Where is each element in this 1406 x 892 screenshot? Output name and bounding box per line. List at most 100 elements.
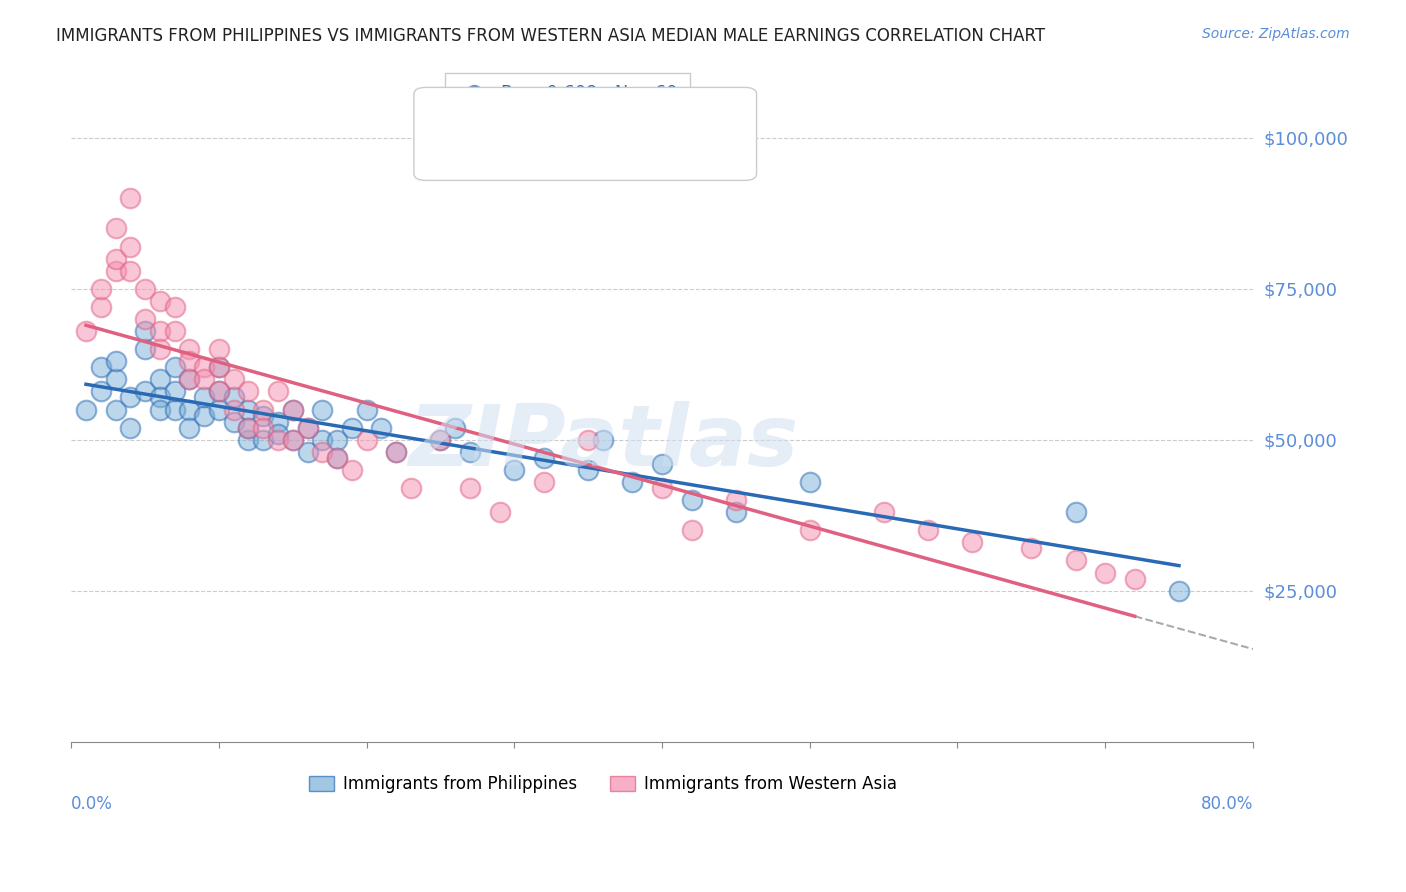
Point xyxy=(281,402,304,417)
Point xyxy=(917,523,939,537)
Point xyxy=(222,372,245,386)
Point xyxy=(238,402,260,417)
Point xyxy=(120,263,142,277)
Point xyxy=(163,300,186,314)
Point xyxy=(134,312,156,326)
Point xyxy=(799,523,821,537)
Point xyxy=(104,402,127,417)
Point xyxy=(208,360,231,375)
Point xyxy=(238,433,260,447)
Point xyxy=(252,409,274,423)
Point xyxy=(444,420,467,434)
Point xyxy=(576,463,599,477)
Point xyxy=(75,324,97,338)
Point xyxy=(120,191,142,205)
Point xyxy=(134,324,156,338)
Point xyxy=(149,402,172,417)
Point xyxy=(193,360,215,375)
Point xyxy=(311,433,333,447)
Point xyxy=(90,360,112,375)
Point xyxy=(149,293,172,308)
Point xyxy=(90,282,112,296)
Point xyxy=(179,402,201,417)
Point xyxy=(149,342,172,356)
Point xyxy=(281,402,304,417)
Legend: Immigrants from Philippines, Immigrants from Western Asia: Immigrants from Philippines, Immigrants … xyxy=(302,768,903,800)
Point xyxy=(179,372,201,386)
Point xyxy=(208,342,231,356)
Point xyxy=(429,433,451,447)
Point xyxy=(179,420,201,434)
Point xyxy=(222,415,245,429)
Point xyxy=(872,505,894,519)
Point xyxy=(267,415,290,429)
Point xyxy=(90,384,112,399)
Point xyxy=(326,450,349,465)
Point xyxy=(163,402,186,417)
Point xyxy=(592,433,614,447)
Point xyxy=(385,444,408,458)
Point xyxy=(724,505,747,519)
Point xyxy=(1094,566,1116,580)
Point xyxy=(399,481,422,495)
Point xyxy=(311,402,333,417)
Point xyxy=(340,420,363,434)
Point xyxy=(488,505,510,519)
Point xyxy=(533,475,555,489)
Point xyxy=(1019,541,1042,556)
Point xyxy=(193,372,215,386)
Point xyxy=(533,450,555,465)
Point xyxy=(651,457,673,471)
Point xyxy=(960,535,983,549)
Point xyxy=(297,420,319,434)
Point xyxy=(252,402,274,417)
Point xyxy=(326,450,349,465)
Point xyxy=(208,360,231,375)
Point xyxy=(193,409,215,423)
Point xyxy=(724,493,747,508)
Point xyxy=(104,354,127,368)
Text: 80.0%: 80.0% xyxy=(1201,795,1253,813)
Point xyxy=(281,433,304,447)
Point xyxy=(149,324,172,338)
Point xyxy=(163,324,186,338)
Point xyxy=(503,463,526,477)
Point xyxy=(458,481,481,495)
Point xyxy=(120,420,142,434)
Point xyxy=(208,384,231,399)
Point xyxy=(104,372,127,386)
Text: IMMIGRANTS FROM PHILIPPINES VS IMMIGRANTS FROM WESTERN ASIA MEDIAN MALE EARNINGS: IMMIGRANTS FROM PHILIPPINES VS IMMIGRANT… xyxy=(56,27,1046,45)
Text: Source: ZipAtlas.com: Source: ZipAtlas.com xyxy=(1202,27,1350,41)
Point xyxy=(356,433,378,447)
Point xyxy=(222,402,245,417)
Point xyxy=(356,402,378,417)
Point xyxy=(281,433,304,447)
Point xyxy=(681,523,703,537)
Point xyxy=(1123,572,1146,586)
Point xyxy=(238,420,260,434)
Point xyxy=(1064,553,1087,567)
Point xyxy=(120,239,142,253)
FancyBboxPatch shape xyxy=(413,87,756,180)
Point xyxy=(267,433,290,447)
Point xyxy=(385,444,408,458)
Point xyxy=(193,391,215,405)
Point xyxy=(681,493,703,508)
Point xyxy=(370,420,392,434)
Point xyxy=(208,402,231,417)
Point xyxy=(326,433,349,447)
Point xyxy=(90,300,112,314)
Point xyxy=(179,342,201,356)
Point xyxy=(179,354,201,368)
Point xyxy=(1168,583,1191,598)
Point xyxy=(458,444,481,458)
Point xyxy=(75,402,97,417)
Point xyxy=(297,444,319,458)
Point xyxy=(576,433,599,447)
Point xyxy=(120,391,142,405)
Point xyxy=(311,444,333,458)
Point xyxy=(651,481,673,495)
Point xyxy=(163,384,186,399)
Point xyxy=(134,384,156,399)
Point xyxy=(267,384,290,399)
